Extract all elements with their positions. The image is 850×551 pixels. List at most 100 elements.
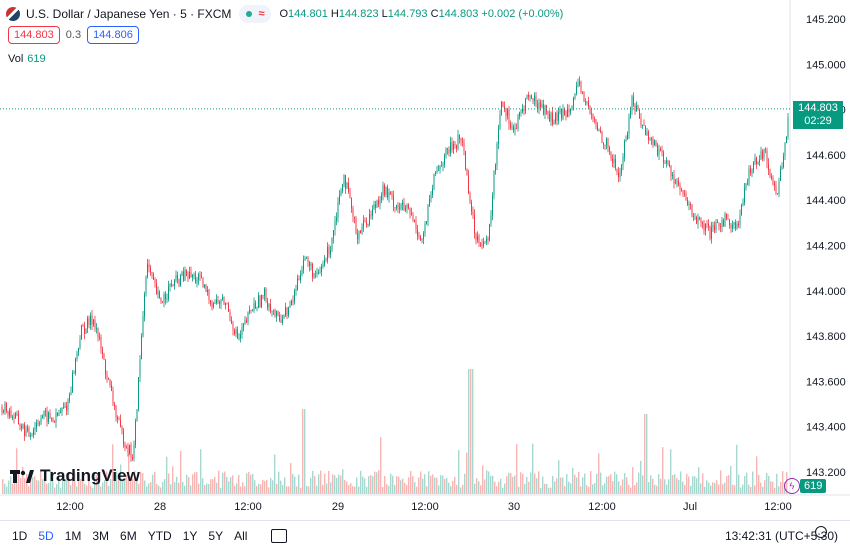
- settings-icon[interactable]: [815, 526, 827, 538]
- volume-bar: [704, 486, 706, 494]
- candle-body: [501, 101, 502, 115]
- volume-bar: [180, 450, 182, 494]
- x-tick-label: 12:00: [234, 501, 262, 513]
- volume-bar: [656, 485, 658, 494]
- volume-bar: [212, 479, 214, 494]
- candle-body: [417, 228, 418, 236]
- candle-body: [244, 320, 246, 325]
- volume-bar: [526, 477, 528, 494]
- status-pill[interactable]: ≈: [239, 5, 272, 23]
- range-1y[interactable]: 1Y: [182, 529, 198, 543]
- volume-bar: [24, 478, 26, 494]
- volume-bar: [276, 483, 278, 494]
- candle-body: [612, 158, 613, 163]
- volume-bar: [118, 476, 120, 494]
- candle-body: [511, 126, 513, 128]
- volume-bar: [238, 474, 240, 494]
- candle-body: [571, 105, 573, 109]
- candle-body: [384, 185, 385, 195]
- volume-bar: [372, 476, 374, 494]
- volume-bar: [214, 476, 216, 494]
- volume-bar: [714, 482, 716, 494]
- candle-body: [610, 151, 612, 159]
- candle-body: [435, 172, 436, 174]
- volume-bar: [488, 471, 490, 494]
- volume-bar: [36, 479, 38, 494]
- candle-body: [721, 220, 723, 228]
- range-3m[interactable]: 3M: [92, 529, 110, 543]
- volume-bar: [220, 487, 222, 494]
- volume-bar: [282, 484, 284, 494]
- volume-bar: [268, 487, 270, 494]
- candle-body: [463, 142, 465, 152]
- candle-body: [97, 328, 99, 338]
- volume-bar: [570, 483, 572, 494]
- volume-bar: [678, 479, 680, 494]
- candle-body: [570, 108, 571, 113]
- range-5y[interactable]: 5Y: [208, 529, 224, 543]
- symbol-title[interactable]: U.S. Dollar / Japanese Yen · 5 · FXCM: [26, 7, 232, 21]
- volume-bar: [436, 477, 438, 494]
- volume-bar: [4, 483, 6, 494]
- range-all[interactable]: All: [234, 529, 248, 543]
- candle-body: [544, 105, 546, 115]
- volume-bar: [194, 472, 196, 494]
- volume-bar: [374, 471, 376, 494]
- volume-bar: [538, 471, 540, 494]
- candle-body: [78, 347, 79, 353]
- volume-bar: [420, 471, 422, 494]
- candle-body: [400, 204, 402, 209]
- volume-bar: [780, 482, 782, 494]
- candle-body: [357, 233, 358, 240]
- range-1m[interactable]: 1M: [64, 529, 82, 543]
- volume-bar: [312, 470, 314, 494]
- volume-bar: [152, 474, 154, 494]
- candle-body: [609, 147, 610, 152]
- range-6m[interactable]: 6M: [120, 529, 137, 543]
- calendar-icon[interactable]: [271, 529, 288, 543]
- price-chart[interactable]: 145.200145.000144.800144.600144.400144.2…: [0, 0, 850, 520]
- lightning-icon[interactable]: ϟ: [784, 478, 800, 494]
- candle-body: [628, 116, 630, 134]
- candle-body: [184, 270, 186, 281]
- volume-bar: [202, 478, 204, 494]
- range-5d[interactable]: 5D: [38, 529, 54, 543]
- volume-bar: [286, 486, 288, 494]
- volume-bar: [294, 476, 296, 494]
- sell-button[interactable]: 144.803: [8, 26, 60, 44]
- x-tick-label: 12:00: [588, 501, 616, 513]
- candle-body: [421, 239, 423, 240]
- candle-body: [595, 119, 597, 126]
- volume-bar: [206, 483, 208, 494]
- range-ytd[interactable]: YTD: [147, 529, 172, 543]
- candle-body: [616, 168, 618, 172]
- candle-body: [195, 274, 196, 283]
- candle-body: [285, 307, 286, 316]
- range-1d[interactable]: 1D: [12, 529, 28, 543]
- candle-body: [324, 259, 325, 265]
- candle-body: [342, 184, 343, 192]
- candle-body: [151, 272, 153, 274]
- volume-bar: [132, 478, 134, 494]
- candle-body: [6, 403, 7, 412]
- candle-body: [690, 203, 691, 205]
- candle-body: [739, 215, 741, 225]
- volume-bar: [440, 475, 442, 494]
- candle-body: [397, 205, 399, 208]
- candle-body: [729, 219, 730, 225]
- candle-body: [663, 152, 664, 164]
- candle-body: [4, 403, 6, 411]
- volume-bar: [148, 483, 150, 494]
- volume-bar: [602, 485, 604, 494]
- candle-body: [601, 131, 603, 143]
- volume-bar: [646, 414, 648, 494]
- candle-body: [466, 168, 468, 176]
- candle-body: [45, 410, 46, 412]
- candle-body: [126, 447, 127, 449]
- candle-body: [583, 91, 585, 102]
- candle-body: [555, 113, 556, 123]
- clock[interactable]: 13:42:31 (UTC+5:30): [724, 529, 838, 543]
- volume-bar: [42, 479, 44, 494]
- buy-button[interactable]: 144.806: [87, 26, 139, 44]
- volume-bar: [362, 476, 364, 494]
